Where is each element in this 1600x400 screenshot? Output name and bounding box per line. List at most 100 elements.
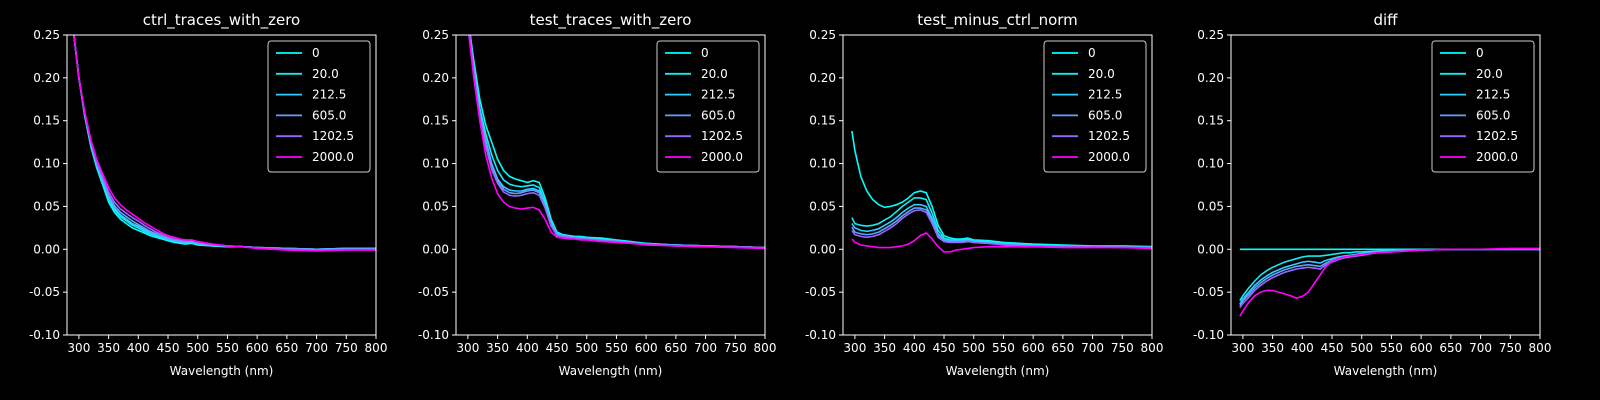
y-tick-label: 0.20: [422, 71, 449, 85]
x-tick-label: 500: [575, 341, 598, 355]
y-tick-label: 0.15: [33, 114, 60, 128]
legend-entry: 0: [1476, 46, 1484, 60]
x-tick-label: 550: [1380, 341, 1403, 355]
legend-entry: 605.0: [701, 108, 735, 122]
legend-entry: 2000.0: [312, 150, 354, 164]
x-tick-label: 300: [456, 341, 479, 355]
y-tick-label: -0.05: [418, 285, 449, 299]
legend-entry: 20.0: [701, 67, 728, 81]
x-tick-label: 450: [1321, 341, 1344, 355]
x-tick-label: 600: [635, 341, 658, 355]
x-tick-label: 750: [1111, 341, 1134, 355]
y-tick-label: 0.20: [1197, 71, 1224, 85]
y-tick-label: 0.00: [1197, 242, 1224, 256]
chart-title: test_minus_ctrl_norm: [917, 11, 1078, 30]
legend: 0 20.0 212.5 605.0 1202.5 2000.0: [1431, 40, 1535, 173]
x-tick-label: 500: [962, 341, 985, 355]
legend-entry: 212.5: [1476, 88, 1510, 102]
y-tick-label: -0.10: [805, 328, 836, 342]
x-tick-label: 450: [546, 341, 569, 355]
x-tick-label: 550: [992, 341, 1015, 355]
x-tick-label: 650: [664, 341, 687, 355]
x-tick-label: 400: [516, 341, 539, 355]
x-tick-label: 650: [275, 341, 298, 355]
legend-entry: 2000.0: [1476, 150, 1518, 164]
chart-panel: diff 300 350 400 450 500 550 600 650 700 750 800 -0.…: [1193, 11, 1552, 378]
y-tick-label: -0.05: [805, 285, 836, 299]
y-tick-label: 0.05: [809, 199, 836, 213]
x-tick-label: 300: [1231, 341, 1254, 355]
x-tick-label: 550: [605, 341, 628, 355]
y-tick-label: 0.10: [422, 157, 449, 171]
x-tick-label: 600: [246, 341, 269, 355]
x-tick-label: 350: [97, 341, 120, 355]
y-tick-label: -0.10: [1193, 328, 1224, 342]
y-tick-label: 0.10: [809, 157, 836, 171]
chart-title: test_traces_with_zero: [530, 11, 692, 30]
legend-entry: 20.0: [1088, 67, 1115, 81]
x-axis-label: Wavelength (nm): [946, 364, 1050, 378]
legend-entry: 1202.5: [701, 129, 743, 143]
chart-title: diff: [1373, 11, 1398, 29]
x-tick-label: 350: [486, 341, 509, 355]
y-tick-label: 0.05: [33, 199, 60, 213]
y-tick-label: -0.05: [1193, 285, 1224, 299]
legend-entry: 605.0: [312, 108, 346, 122]
x-tick-label: 700: [305, 341, 328, 355]
x-tick-label: 400: [1291, 341, 1314, 355]
x-tick-label: 550: [216, 341, 239, 355]
y-tick-label: -0.10: [418, 328, 449, 342]
legend: 0 20.0 212.5 605.0 1202.5 2000.0: [1043, 40, 1147, 173]
y-tick-label: 0.25: [422, 28, 449, 42]
series-line: [851, 130, 1152, 248]
x-tick-label: 800: [1529, 341, 1552, 355]
y-tick-label: 0.00: [809, 242, 836, 256]
series-line: [1239, 248, 1540, 302]
legend-entry: 2000.0: [701, 150, 743, 164]
x-tick-label: 600: [1410, 341, 1433, 355]
y-tick-label: 0.00: [422, 242, 449, 256]
x-tick-label: 350: [1261, 341, 1284, 355]
x-tick-label: 300: [843, 341, 866, 355]
chart-title: ctrl_traces_with_zero: [143, 11, 300, 30]
series-line: [468, 35, 765, 250]
x-tick-label: 700: [694, 341, 717, 355]
y-tick-label: 0.10: [1197, 157, 1224, 171]
series-line: [851, 232, 1152, 253]
x-tick-label: 450: [933, 341, 956, 355]
y-tick-label: 0.05: [1197, 199, 1224, 213]
legend-entry: 0: [1088, 46, 1096, 60]
x-tick-label: 750: [335, 341, 358, 355]
legend-entry: 212.5: [701, 88, 735, 102]
y-tick-label: -0.10: [29, 328, 60, 342]
x-axis-label: Wavelength (nm): [559, 364, 663, 378]
chart-panel: ctrl_traces_with_zero 300 350 400 450 500 550 6…: [29, 11, 388, 378]
axes-frame: [1230, 34, 1541, 336]
x-tick-label: 700: [1469, 341, 1492, 355]
legend-entry: 1202.5: [1088, 129, 1130, 143]
x-tick-label: 700: [1081, 341, 1104, 355]
x-tick-label: 800: [1141, 341, 1164, 355]
chart-panel: test_minus_ctrl_norm 300 350 400 450 500 550 60…: [805, 11, 1164, 378]
x-tick-label: 500: [1350, 341, 1373, 355]
series-line: [1239, 248, 1540, 309]
series-line: [73, 35, 376, 252]
series-line: [1239, 248, 1540, 305]
x-tick-label: 300: [67, 341, 90, 355]
legend-entry: 1202.5: [1476, 129, 1518, 143]
x-tick-label: 600: [1022, 341, 1045, 355]
y-tick-label: 0.15: [1197, 114, 1224, 128]
legend-entry: 605.0: [1476, 108, 1510, 122]
x-tick-label: 400: [903, 341, 926, 355]
x-tick-label: 350: [873, 341, 896, 355]
y-tick-label: -0.05: [29, 285, 60, 299]
x-tick-label: 400: [127, 341, 150, 355]
legend-entry: 2000.0: [1088, 150, 1130, 164]
x-axis-label: Wavelength (nm): [1334, 364, 1438, 378]
x-tick-label: 650: [1439, 341, 1462, 355]
legend-entry: 0: [701, 46, 709, 60]
legend-entry: 20.0: [312, 67, 339, 81]
y-tick-label: 0.20: [33, 71, 60, 85]
legend: 0 20.0 212.5 605.0 1202.5 2000.0: [267, 40, 371, 173]
legend-entry: 212.5: [312, 88, 346, 102]
